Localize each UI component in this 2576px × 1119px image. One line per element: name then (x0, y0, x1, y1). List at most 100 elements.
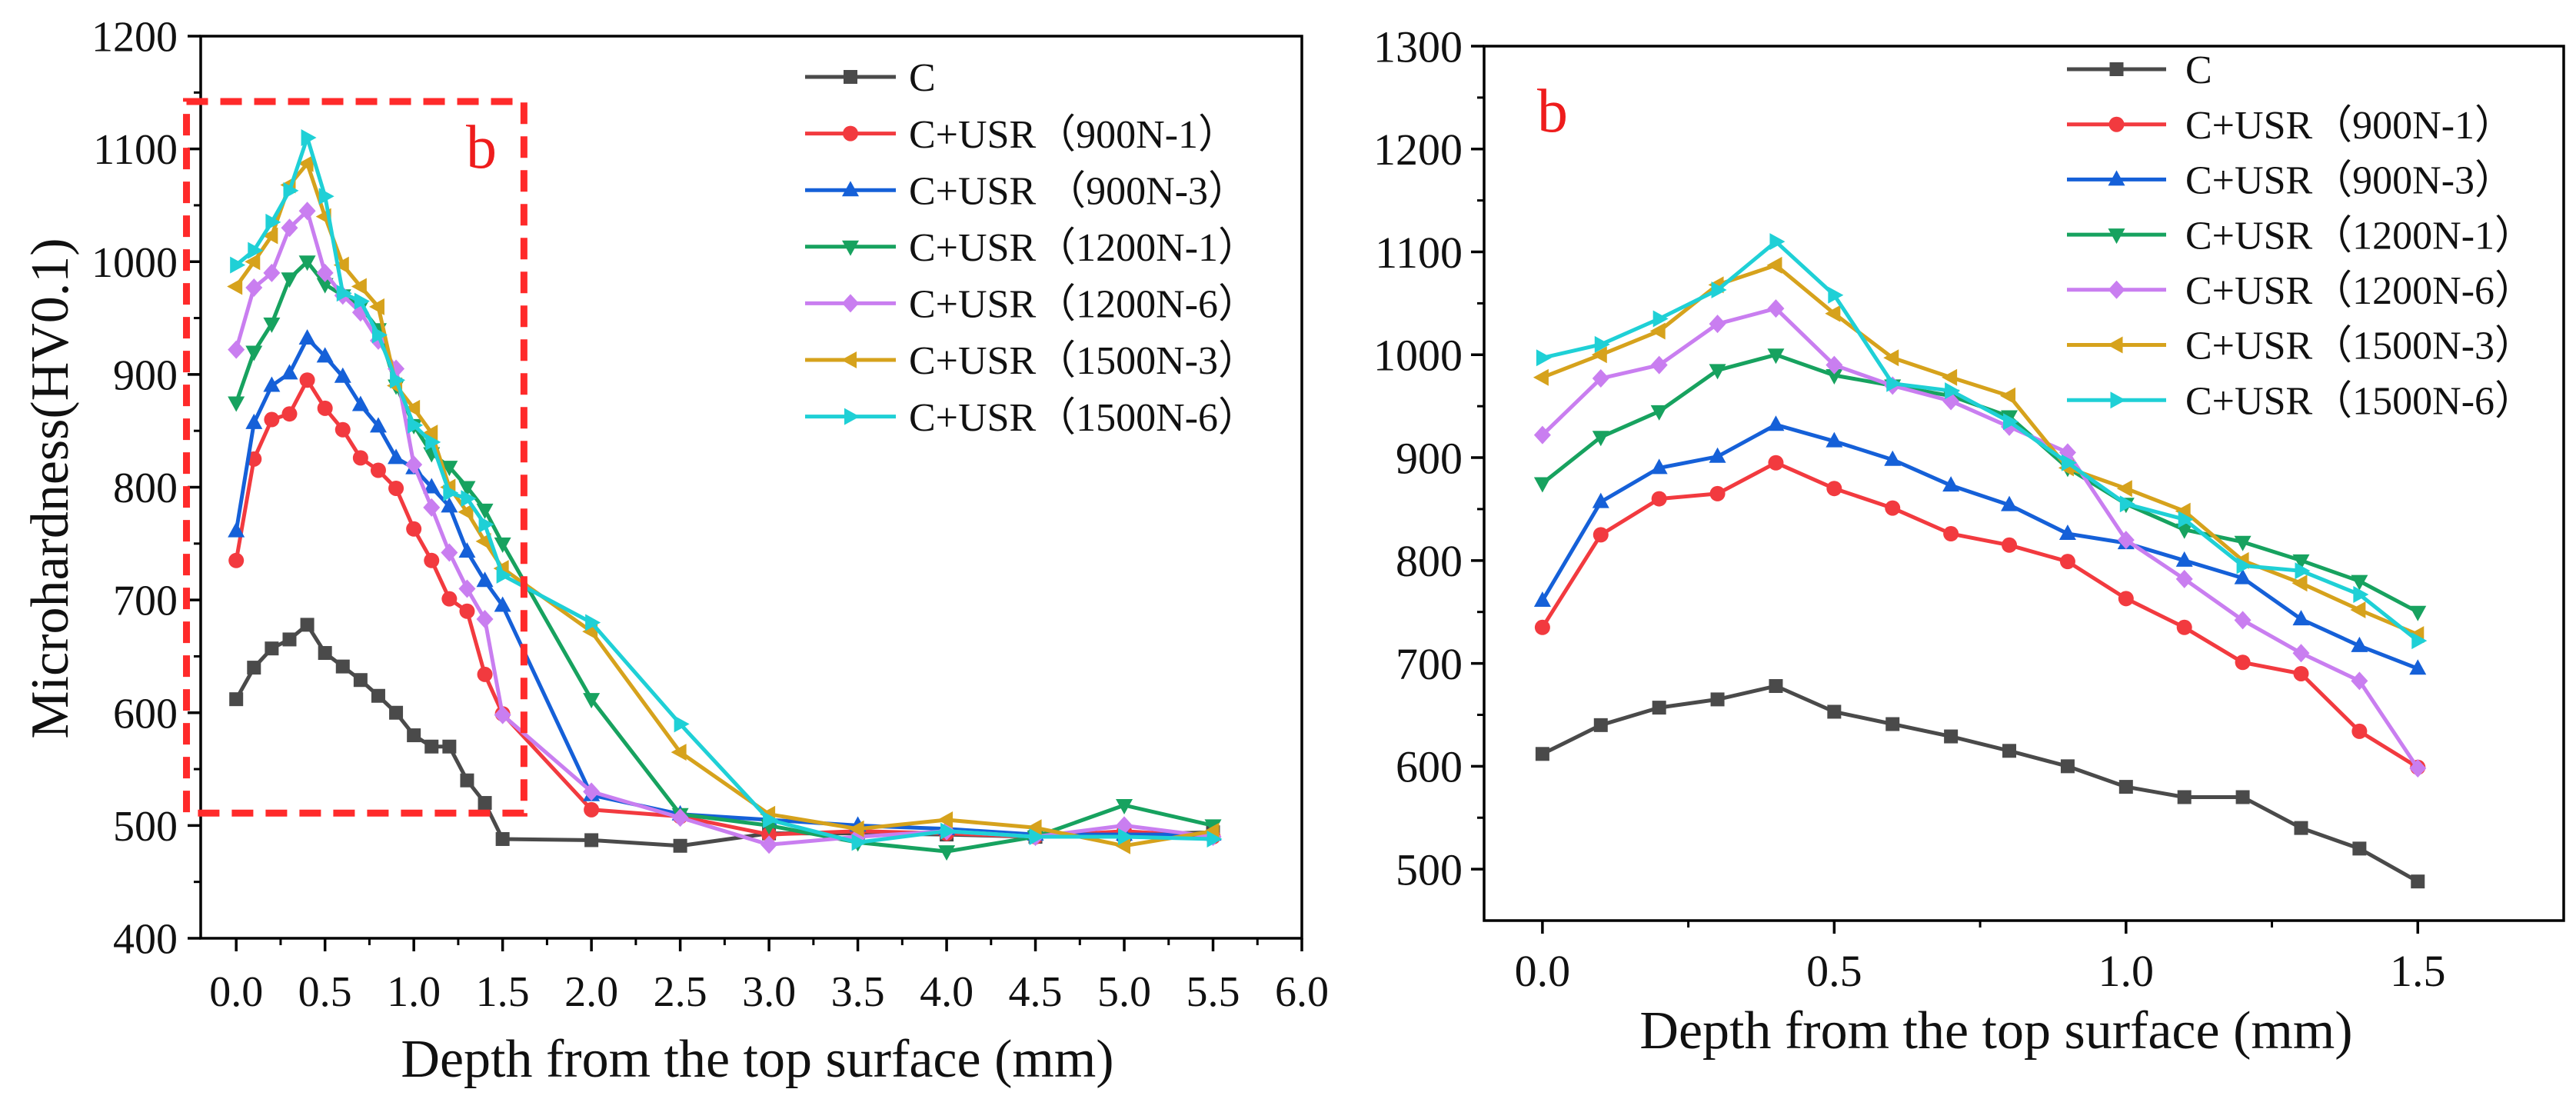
x-tick-label: 5.0 (1097, 968, 1151, 1016)
data-point-c-usr-1500n-3 (2000, 387, 2016, 405)
data-point-c-usr-1200n-6 (1592, 369, 1609, 388)
data-point-c-usr-1500n-3 (458, 503, 474, 521)
legend-label: C+USR （900N-3） (909, 169, 1248, 213)
data-point-c-usr-1500n-3 (475, 532, 491, 550)
data-point-c-usr-1500n-6 (1029, 828, 1045, 846)
legend-entry: C+USR（900N-1） (2067, 104, 2514, 148)
data-point-c (229, 692, 244, 707)
data-point-c-usr-900n-1 (584, 801, 600, 818)
legend-entry: C (2067, 48, 2212, 92)
data-point-c-usr-1200n-6 (1709, 315, 1726, 334)
data-point-c (1535, 747, 1549, 761)
legend-entry: C+USR（1200N-1） (805, 226, 1258, 270)
data-point-c-usr-1200n-6 (405, 455, 423, 475)
series-line-c-usr-1500n-6 (234, 135, 1215, 844)
x-tick-label: 1.5 (2390, 946, 2446, 996)
legend-marker (2108, 170, 2125, 186)
data-point-c-usr-1200n-1 (1116, 798, 1133, 814)
panel-label-b: b (466, 114, 497, 182)
legend-label: C+USR（1500N-3） (909, 339, 1258, 383)
data-point-c-usr-900n-3 (494, 596, 511, 612)
data-point-c-usr-900n-1 (264, 411, 280, 428)
x-tick-label: 6.0 (1275, 968, 1329, 1016)
data-point-c-usr-1500n-3 (262, 227, 278, 245)
data-point-c-usr-1500n-3 (1115, 837, 1131, 854)
data-point-c-usr-900n-1 (2293, 665, 2309, 681)
x-tick-label: 0.5 (298, 968, 352, 1016)
data-point-c-usr-1200n-1 (1533, 477, 1551, 493)
data-point-c-usr-1500n-6 (425, 433, 441, 451)
data-point-c-usr-1500n-3 (1026, 819, 1042, 837)
data-point-c-usr-900n-1 (477, 666, 493, 682)
y-tick-label: 900 (113, 351, 178, 399)
x-tick-label: 2.5 (654, 968, 707, 1016)
legend-marker (2108, 116, 2125, 132)
data-point-c-usr-1500n-6 (390, 371, 406, 389)
series-line-c (1540, 684, 2420, 884)
data-point-c (407, 728, 421, 743)
data-point-c-usr-1200n-6 (298, 201, 316, 221)
data-point-c-usr-1200n-1 (245, 345, 263, 361)
data-point-c-usr-1200n-6 (671, 808, 689, 828)
data-point-c-usr-1200n-1 (2292, 554, 2310, 570)
legend-marker (841, 351, 857, 368)
y-tick-label: 1000 (1373, 331, 1463, 381)
data-point-c-usr-1500n-6 (1536, 349, 1552, 367)
data-point-c (2002, 744, 2017, 758)
y-tick-label: 600 (113, 690, 178, 738)
data-point-c-usr-1200n-6 (494, 705, 511, 724)
data-point-c (2352, 841, 2367, 856)
data-point-c-usr-900n-1 (424, 552, 440, 568)
data-point-c-usr-1500n-6 (318, 188, 334, 205)
data-point-c-usr-1200n-1 (316, 278, 334, 294)
x-tick-label: 0.0 (209, 968, 263, 1016)
data-point-c-usr-1500n-3 (1825, 305, 1841, 322)
data-point-c-usr-1200n-1 (2351, 574, 2368, 591)
data-point-c-usr-1500n-6 (2061, 454, 2077, 471)
data-point-c-usr-900n-3 (458, 542, 476, 558)
series-c-usr-1500n-3 (1533, 256, 2425, 644)
legend-label: C+USR（900N-1） (909, 113, 1238, 157)
data-point-c-usr-1500n-6 (354, 292, 370, 310)
data-point-c-usr-900n-3 (1942, 476, 1960, 492)
data-point-c-usr-1500n-6 (371, 326, 388, 344)
x-axis-title: Depth from the top surface (mm) (1639, 1001, 2352, 1061)
legend-label: C+USR（1500N-6） (909, 396, 1258, 440)
y-tick-label: 1100 (93, 126, 178, 174)
data-point-c-usr-1200n-6 (1533, 425, 1551, 445)
data-point-c-usr-1500n-3 (1883, 349, 1899, 367)
y-tick-label: 600 (1396, 742, 1463, 792)
data-point-c-usr-1500n-6 (265, 213, 281, 231)
data-point-c-usr-900n-3 (1884, 450, 1902, 466)
legend-entry: C+USR（900N-1） (805, 113, 1238, 157)
data-point-c-usr-900n-1 (370, 462, 386, 478)
data-point-c-usr-900n-1 (406, 521, 422, 537)
data-point-c-usr-1500n-3 (422, 425, 438, 442)
data-point-c-usr-1500n-6 (940, 822, 957, 840)
data-point-c-usr-1200n-1 (281, 272, 298, 288)
legend-marker (842, 181, 859, 197)
data-point-c (371, 688, 385, 703)
legend-marker (2108, 280, 2125, 299)
data-point-c (389, 705, 404, 720)
data-point-c (1769, 679, 1783, 694)
data-point-c (282, 632, 297, 647)
data-point-c-usr-1500n-6 (248, 241, 264, 259)
data-point-c-usr-900n-1 (352, 450, 368, 466)
data-point-c-usr-1500n-6 (2119, 495, 2135, 513)
data-point-c-usr-900n-3 (1825, 431, 1843, 448)
x-tick-label: 2.0 (564, 968, 618, 1016)
data-point-c-usr-1500n-3 (671, 744, 687, 761)
data-point-c-usr-1200n-1 (1650, 405, 1668, 421)
data-point-c (353, 673, 368, 688)
data-point-c-usr-900n-3 (441, 497, 458, 513)
data-point-c-usr-1200n-6 (2175, 569, 2193, 588)
series-line-c-usr-900n-1 (1540, 461, 2420, 770)
data-point-c-usr-1500n-6 (763, 811, 779, 829)
data-point-c-usr-900n-1 (1768, 455, 1784, 471)
series-line-c-usr-1500n-3 (234, 162, 1215, 848)
x-tick-label: 4.0 (920, 968, 973, 1016)
legend-label: C+USR（1200N-6） (2185, 269, 2534, 313)
data-point-c (495, 831, 510, 846)
data-point-c-usr-1200n-6 (2117, 531, 2135, 550)
